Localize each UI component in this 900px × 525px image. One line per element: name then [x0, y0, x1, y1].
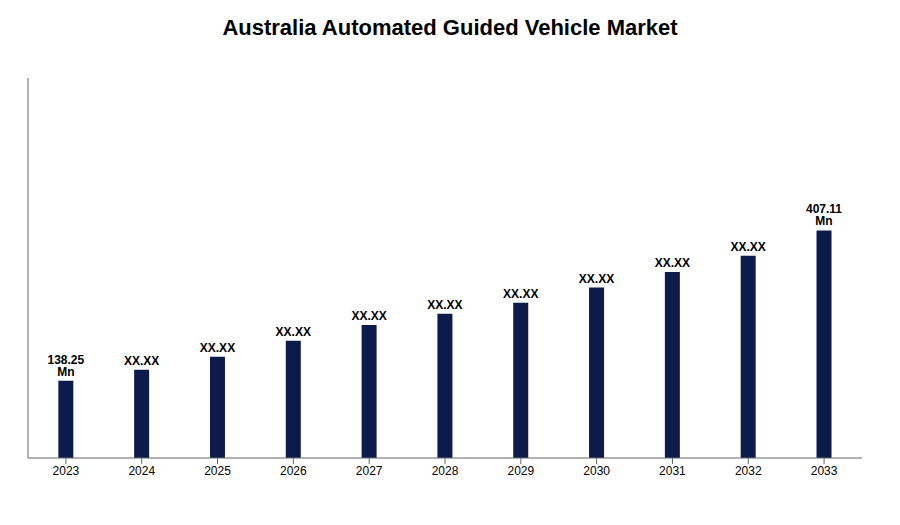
svg-text:2031: 2031 [659, 464, 686, 478]
svg-text:XX.XX: XX.XX [427, 298, 462, 312]
svg-text:138.25Mn: 138.25Mn [47, 353, 84, 379]
svg-text:XX.XX: XX.XX [124, 354, 159, 368]
svg-text:2032: 2032 [735, 464, 762, 478]
svg-text:2025: 2025 [204, 464, 231, 478]
svg-text:2024: 2024 [128, 464, 155, 478]
svg-text:2030: 2030 [583, 464, 610, 478]
svg-text:2029: 2029 [507, 464, 534, 478]
svg-text:XX.XX: XX.XX [276, 325, 311, 339]
svg-text:407.11Mn: 407.11Mn [806, 202, 842, 228]
svg-text:2027: 2027 [356, 464, 383, 478]
html-text:Australia Automated Guided Veh: Australia Automated Guided Vehicle Marke… [222, 15, 678, 40]
svg-text:XX.XX: XX.XX [655, 256, 690, 270]
svg-text:XX.XX: XX.XX [351, 309, 386, 323]
svg-text:XX.XX: XX.XX [731, 240, 766, 254]
svg-text:2028: 2028 [432, 464, 459, 478]
svg-text:2023: 2023 [53, 464, 80, 478]
svg-text:XX.XX: XX.XX [200, 341, 235, 355]
svg-text:2033: 2033 [811, 464, 838, 478]
svg-text:XX.XX: XX.XX [503, 287, 538, 301]
svg-text:XX.XX: XX.XX [579, 272, 614, 286]
svg-text:2026: 2026 [280, 464, 307, 478]
